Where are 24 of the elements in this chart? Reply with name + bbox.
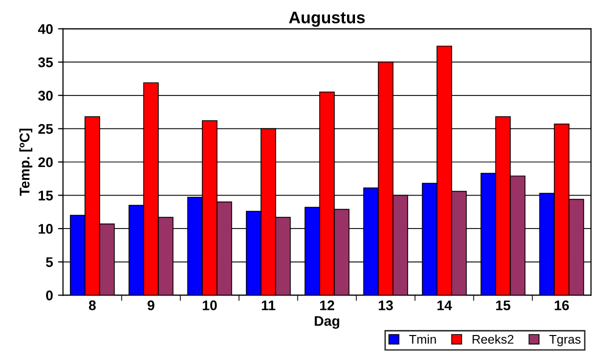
x-tick-label: 8: [88, 300, 96, 310]
x-tick-label: 10: [202, 300, 217, 310]
y-tick-label: 25: [38, 124, 53, 134]
y-tick-label: 20: [38, 157, 53, 168]
x-tick-label: 12: [320, 300, 334, 310]
x-axis-title: Dag: [314, 316, 340, 329]
y-axis-title: Temp. [ºC]: [19, 128, 32, 196]
chart-title: Augustus: [288, 12, 365, 27]
y-tick-label: 10: [38, 224, 53, 234]
legend-label: Reeks2: [472, 334, 514, 344]
y-tick-label: 15: [38, 190, 53, 200]
legend-label: Tgras: [549, 335, 581, 346]
x-tick-label: 14: [437, 300, 452, 310]
y-tick-label: 0: [46, 290, 53, 300]
x-tick-label: 11: [262, 300, 276, 310]
y-tick-label: 5: [46, 257, 53, 268]
legend-label: Tmin: [409, 334, 436, 344]
x-tick-label: 16: [554, 300, 569, 310]
y-tick-label: 40: [38, 24, 53, 34]
x-tick-label: 9: [148, 300, 154, 310]
y-tick-label: 30: [38, 90, 53, 101]
x-tick-label: 15: [496, 300, 510, 310]
x-tick-label: 13: [378, 300, 393, 310]
y-tick-label: 35: [38, 57, 53, 68]
